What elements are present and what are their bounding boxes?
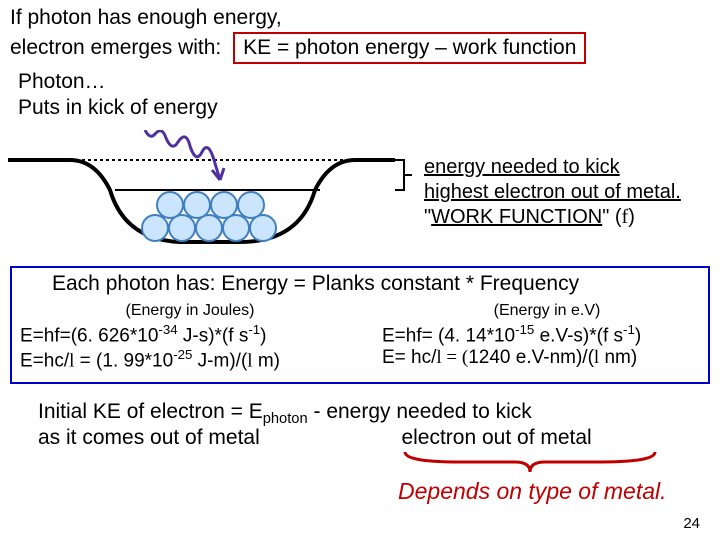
- header-line1: If photon has enough energy,: [10, 6, 282, 30]
- right-header: (Energy in e.V): [382, 302, 712, 320]
- depends-text: Depends on type of metal.: [398, 478, 667, 505]
- wf-paren2: ): [628, 206, 635, 228]
- left-header: (Energy in Joules): [20, 302, 360, 320]
- photon-label-2: Puts in kick of energy: [18, 96, 218, 120]
- planck-formula-box: Each photon has: Energy = Planks constan…: [10, 266, 710, 384]
- potential-well-diagram: [0, 130, 420, 260]
- right-formula-2: E= hc/l = (1240 e.V-nm)/(l nm): [382, 347, 712, 369]
- photon-label-1: Photon…: [18, 70, 106, 94]
- initial-ke-line1: Initial KE of electron = Ephoton - energ…: [38, 400, 532, 427]
- header-line2-text: electron emerges with:: [10, 36, 221, 59]
- wf-line2: highest electron out of metal.: [424, 181, 681, 203]
- right-formula-1: E=hf= (4. 14*10-15 e.V-s)*(f s-1): [382, 322, 712, 347]
- page-number: 24: [683, 515, 700, 532]
- left-formula-2: E=hc/l = (1. 99*10-25 J-m)/(l m): [20, 347, 360, 372]
- ke-formula-box: KE = photon energy – work function: [233, 32, 586, 64]
- slide-root: If photon has enough energy, electron em…: [0, 0, 720, 540]
- initial-ke-line2: as it comes out of metal electron out of…: [38, 426, 592, 450]
- header-line2: electron emerges with: KE = photon energ…: [10, 32, 586, 64]
- wf-name: WORK FUNCTION: [431, 206, 602, 228]
- wf-line1: energy needed to kick: [424, 156, 620, 178]
- planck-main: Each photon has: Energy = Planks constan…: [52, 272, 579, 296]
- wf-paren: " (: [602, 206, 621, 228]
- left-formula-1: E=hf=(6. 626*10-34 J-s)*(f s-1): [20, 322, 360, 347]
- ke-l2a: as it comes out of metal: [38, 426, 260, 449]
- formula-col-left: (Energy in Joules) E=hf=(6. 626*10-34 J-…: [20, 302, 360, 373]
- work-function-label: energy needed to kick highest electron o…: [424, 155, 681, 230]
- formula-col-right: (Energy in e.V) E=hf= (4. 14*10-15 e.V-s…: [382, 302, 712, 369]
- ke-l2b: electron out of metal: [401, 426, 591, 449]
- brace-icon: [400, 450, 660, 476]
